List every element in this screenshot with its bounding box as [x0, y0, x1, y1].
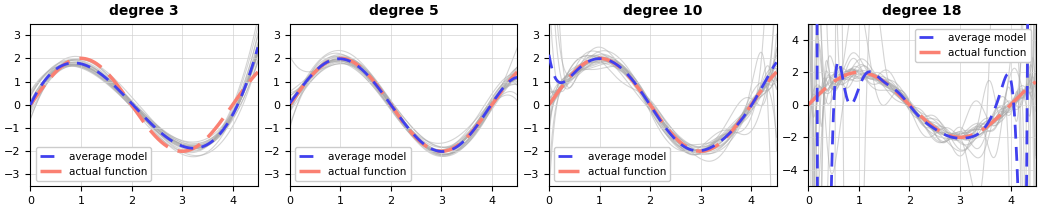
actual function — [75, 57, 87, 60]
Title: degree 18: degree 18 — [882, 4, 962, 18]
average model — [771, 61, 783, 64]
actual function — [802, 104, 814, 106]
Line: actual function: actual function — [808, 72, 1036, 137]
average model — [1009, 127, 1021, 130]
actual function — [938, 132, 951, 135]
actual function — [24, 104, 36, 106]
actual function — [694, 150, 706, 152]
average model — [25, 102, 37, 105]
average model — [942, 135, 955, 137]
average model — [750, 97, 762, 99]
actual function — [544, 102, 556, 105]
actual function — [491, 96, 503, 98]
actual function — [995, 113, 1008, 115]
average model — [543, 54, 555, 56]
actual function — [751, 96, 763, 98]
Line: average model: average model — [30, 47, 258, 148]
actual function — [160, 145, 173, 147]
actual function — [679, 145, 692, 147]
average model — [419, 144, 432, 146]
average model — [491, 94, 503, 97]
average model — [544, 58, 556, 60]
actual function — [423, 147, 436, 150]
actual function — [736, 116, 749, 119]
average model — [187, 147, 200, 150]
Line: actual function: actual function — [30, 58, 258, 151]
actual function — [164, 147, 177, 150]
average model — [159, 135, 172, 137]
actual function — [511, 71, 523, 73]
actual function — [284, 104, 296, 106]
Title: degree 10: degree 10 — [623, 4, 702, 18]
Title: degree 5: degree 5 — [368, 4, 438, 18]
average model — [692, 150, 704, 152]
actual function — [1010, 98, 1022, 101]
average model — [159, 135, 172, 138]
actual function — [853, 71, 865, 74]
actual function — [232, 96, 244, 98]
actual function — [217, 116, 230, 119]
average model — [420, 144, 433, 147]
actual function — [284, 102, 296, 105]
average model — [24, 104, 36, 106]
average model — [938, 133, 951, 136]
Legend: average model, actual function: average model, actual function — [295, 147, 411, 181]
average model — [437, 150, 449, 153]
actual function — [252, 71, 264, 73]
average model — [252, 46, 264, 49]
average model — [163, 138, 176, 141]
actual function — [803, 103, 815, 105]
Line: average model: average model — [808, 0, 1036, 210]
actual function — [771, 71, 783, 73]
average model — [937, 133, 950, 135]
average model — [682, 147, 695, 150]
average model — [677, 145, 690, 148]
Title: degree 3: degree 3 — [109, 4, 179, 18]
actual function — [1030, 81, 1040, 83]
actual function — [543, 104, 555, 106]
actual function — [419, 144, 432, 147]
Legend: average model, actual function: average model, actual function — [35, 147, 152, 181]
Legend: average model, actual function: average model, actual function — [554, 147, 670, 181]
Legend: average model, actual function: average model, actual function — [915, 29, 1031, 62]
actual function — [176, 150, 188, 152]
average model — [423, 147, 436, 149]
actual function — [420, 145, 433, 147]
average model — [231, 104, 243, 107]
actual function — [593, 57, 605, 60]
Line: actual function: actual function — [549, 58, 777, 151]
actual function — [683, 147, 696, 150]
average model — [678, 146, 691, 148]
actual function — [678, 144, 691, 147]
actual function — [435, 150, 447, 152]
actual function — [25, 102, 37, 105]
average model — [216, 129, 229, 131]
average model — [284, 102, 296, 105]
actual function — [937, 132, 950, 135]
average model — [994, 90, 1007, 92]
Line: average model: average model — [290, 59, 517, 152]
actual function — [159, 144, 172, 147]
actual function — [942, 134, 955, 136]
actual function — [476, 116, 489, 119]
average model — [333, 58, 345, 60]
Line: average model: average model — [549, 55, 777, 151]
Line: actual function: actual function — [290, 58, 517, 151]
average model — [476, 116, 489, 118]
actual function — [954, 136, 966, 139]
average model — [284, 101, 296, 104]
average model — [511, 76, 523, 79]
actual function — [334, 57, 346, 60]
average model — [735, 118, 748, 121]
